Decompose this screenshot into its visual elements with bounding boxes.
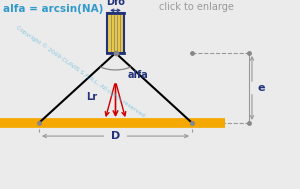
Text: Lr: Lr	[86, 92, 98, 102]
Text: alfa: alfa	[128, 70, 148, 80]
Bar	[107, 13, 124, 53]
Text: D: D	[111, 131, 120, 141]
Text: click to enlarge: click to enlarge	[159, 2, 234, 12]
Text: alfa = arcsin(NA): alfa = arcsin(NA)	[3, 4, 103, 14]
Text: Copyright © 2009 CLAVIS S.A.R.L. All rights reserved: Copyright © 2009 CLAVIS S.A.R.L. All rig…	[15, 25, 146, 119]
Text: Dfo: Dfo	[106, 0, 125, 7]
Text: e: e	[258, 83, 266, 93]
